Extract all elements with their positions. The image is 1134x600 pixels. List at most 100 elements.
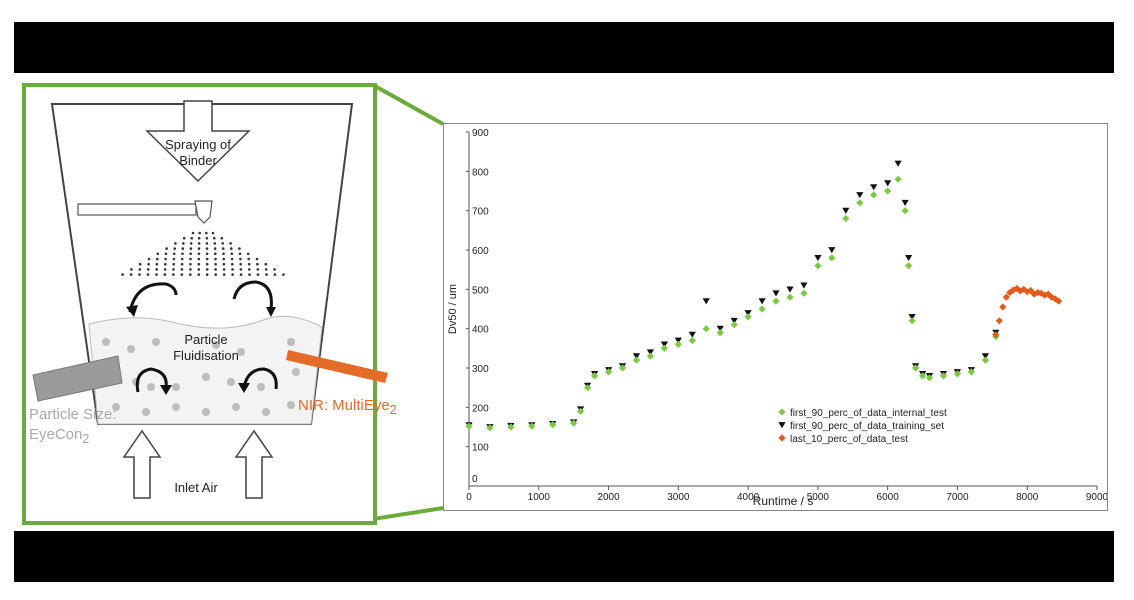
point-last_10_perc_of_data_test xyxy=(1055,297,1063,305)
y-tick-label: 500 xyxy=(472,285,489,296)
arrowhead-right-bottom xyxy=(238,383,250,393)
y-tick-label: 200 xyxy=(472,403,489,414)
point-last_10_perc_of_data_test xyxy=(1002,293,1010,301)
point-first_90_perc_of_data_internal_test xyxy=(800,289,808,297)
spray-down-arrow xyxy=(145,100,251,183)
point-last_10_perc_of_data_test xyxy=(1041,291,1049,299)
x-tick-label: 7000 xyxy=(946,492,969,503)
fluid-bed-diagram: Spraying of Binder Particle Fluidisation… xyxy=(50,100,354,499)
point-first_90_perc_of_data_internal_test xyxy=(925,374,934,382)
particle-size-label: Particle Size: EyeCon2 xyxy=(29,405,117,449)
dv50-chart-svg: 0 1000 2000 3000 4000 5000 6000 7000 8000 9000 0 10… xyxy=(447,128,1109,508)
nir-label-sub: 2 xyxy=(389,403,397,417)
point-first_90_perc_of_data_internal_test xyxy=(758,305,766,313)
point-first_90_perc_of_data_internal_test xyxy=(591,372,599,380)
particle-label-line2: Fluidisation xyxy=(173,348,239,363)
circulation-arrow-right-bottom xyxy=(242,367,278,390)
point-first_90_perc_of_data_training_set xyxy=(716,325,724,332)
point-first_90_perc_of_data_internal_test xyxy=(674,340,682,348)
dv50-chart: 0 1000 2000 3000 4000 5000 6000 7000 8000 9000 0 10… xyxy=(443,123,1109,511)
spray-droplets xyxy=(121,231,285,276)
x-tick-label: 0 xyxy=(466,492,472,503)
point-first_90_perc_of_data_internal_test xyxy=(660,344,668,352)
point-first_90_perc_of_data_training_set xyxy=(758,298,766,305)
arrowhead-left-bottom xyxy=(160,385,172,395)
point-first_90_perc_of_data_internal_test xyxy=(744,313,752,321)
point-first_90_perc_of_data_internal_test xyxy=(632,356,641,364)
arrowhead-right-top xyxy=(266,307,276,317)
point-last_10_perc_of_data_test xyxy=(1006,288,1014,297)
point-first_90_perc_of_data_training_set xyxy=(842,207,850,214)
x-tick-label: 4000 xyxy=(737,492,760,503)
point-first_90_perc_of_data_training_set xyxy=(884,180,892,187)
point-first_90_perc_of_data_internal_test xyxy=(772,297,780,305)
point-first_90_perc_of_data_internal_test xyxy=(894,175,902,183)
spray-nozzle-tip xyxy=(194,200,213,224)
point-first_90_perc_of_data_internal_test xyxy=(908,317,916,325)
point-last_10_perc_of_data_test xyxy=(995,317,1003,325)
point-first_90_perc_of_data_training_set xyxy=(772,290,780,297)
point-last_10_perc_of_data_test xyxy=(1020,285,1028,293)
point-first_90_perc_of_data_internal_test xyxy=(577,407,585,415)
top-black-bar xyxy=(14,22,1114,73)
particle-size-label-line1: Particle Size: xyxy=(29,406,117,423)
point-first_90_perc_of_data_training_set xyxy=(856,192,864,199)
y-tick-label: 800 xyxy=(472,167,489,178)
legend-label: first_90_perc_of_data_training_set xyxy=(790,421,944,432)
point-first_90_perc_of_data_internal_test xyxy=(814,262,822,270)
point-first_90_perc_of_data_internal_test xyxy=(919,372,927,380)
y-tick-label: 900 xyxy=(472,128,489,139)
point-first_90_perc_of_data_training_set xyxy=(905,255,913,262)
point-first_90_perc_of_data_internal_test xyxy=(905,262,913,270)
point-first_90_perc_of_data_internal_test xyxy=(702,325,710,333)
point-first_90_perc_of_data_internal_test xyxy=(842,214,850,223)
y-tick-label: 0 xyxy=(472,474,478,485)
point-first_90_perc_of_data_training_set xyxy=(908,314,916,321)
point-last_10_perc_of_data_test xyxy=(999,303,1007,311)
point-first_90_perc_of_data_internal_test xyxy=(981,356,989,364)
point-first_90_perc_of_data_internal_test xyxy=(939,372,948,380)
x-tick-label: 9000 xyxy=(1086,492,1107,503)
point-first_90_perc_of_data_training_set xyxy=(814,255,822,262)
inlet-air-label: Inlet Air xyxy=(174,480,218,495)
point-first_90_perc_of_data_internal_test xyxy=(828,254,836,262)
arrowhead-left-top xyxy=(126,305,138,317)
legend-marker-first_90_perc_of_data_internal_test xyxy=(778,408,786,416)
circulation-arrow-left-top xyxy=(128,282,178,313)
point-first_90_perc_of_data_internal_test xyxy=(870,191,878,199)
point-first_90_perc_of_data_training_set xyxy=(688,331,696,338)
point-first_90_perc_of_data_training_set xyxy=(646,349,654,356)
connector-bottom xyxy=(372,506,444,521)
process-diagram-frame: Spraying of Binder Particle Fluidisation… xyxy=(22,83,377,525)
connector-top xyxy=(372,83,444,126)
y-axis-label: Dv50 / um xyxy=(447,284,459,334)
y-tick-label: 300 xyxy=(472,364,489,375)
x-tick-label: 2000 xyxy=(597,492,620,503)
legend-marker-last_10_perc_of_data_test xyxy=(778,434,786,442)
point-first_90_perc_of_data_training_set xyxy=(981,353,989,360)
point-last_10_perc_of_data_test xyxy=(1023,288,1031,296)
x-axis-label: Runtime / s xyxy=(753,494,814,508)
point-first_90_perc_of_data_internal_test xyxy=(856,199,864,207)
particle-size-probe xyxy=(32,355,123,402)
point-first_90_perc_of_data_internal_test xyxy=(584,384,592,392)
nir-probe-label: NIR: MultiEye2 xyxy=(298,397,397,417)
circulation-arrow-right-top xyxy=(232,280,273,310)
x-tick-label: 3000 xyxy=(667,492,690,503)
point-first_90_perc_of_data_training_set xyxy=(674,337,682,344)
nir-label-text: NIR: MultiEye xyxy=(298,397,390,414)
inlet-air-arrow-left xyxy=(122,429,162,499)
point-first_90_perc_of_data_internal_test xyxy=(967,368,975,376)
particle-label-line1: Particle xyxy=(184,332,227,347)
x-tick-label: 6000 xyxy=(877,492,900,503)
nir-probe xyxy=(286,350,388,383)
point-first_90_perc_of_data_internal_test xyxy=(465,422,473,430)
point-first_90_perc_of_data_internal_test xyxy=(901,207,909,215)
point-first_90_perc_of_data_training_set xyxy=(730,317,738,324)
particle-size-label-line2: EyeCon xyxy=(29,426,83,443)
point-first_90_perc_of_data_internal_test xyxy=(730,321,738,329)
x-tick-label: 8000 xyxy=(1016,492,1039,503)
bottom-black-bar xyxy=(14,531,1114,582)
inlet-air-arrow-right xyxy=(234,429,274,499)
y-tick-label: 100 xyxy=(472,443,489,454)
